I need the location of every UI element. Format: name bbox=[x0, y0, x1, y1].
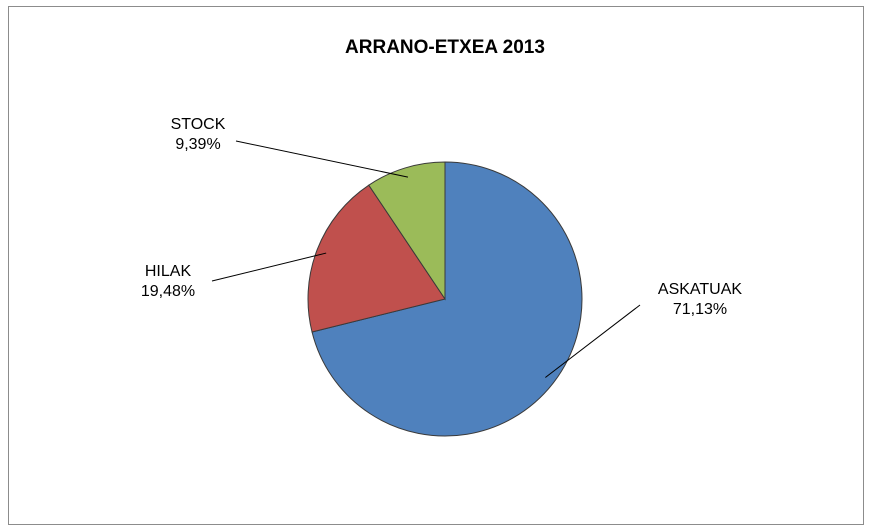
slice-label-hilak: HILAK bbox=[145, 263, 192, 280]
leader-lines bbox=[211, 140, 641, 378]
leader-line-askatuak bbox=[545, 304, 641, 378]
leader-line-hilak bbox=[211, 252, 327, 282]
pie-slice-askatuak bbox=[311, 161, 583, 437]
leader-line-stock bbox=[235, 140, 409, 178]
slice-value-label-askatuak: 71,13% bbox=[673, 301, 727, 318]
pie-slices bbox=[307, 161, 583, 437]
slice-value-label-hilak: 19,48% bbox=[141, 283, 195, 300]
pie-slice-hilak bbox=[307, 184, 446, 333]
pie-slice-stock bbox=[368, 161, 446, 301]
slice-label-askatuak: ASKATUAK bbox=[658, 281, 743, 298]
slice-value-label-stock: 9,39% bbox=[175, 136, 220, 153]
slice-label-stock: STOCK bbox=[171, 116, 226, 133]
chart-title: ARRANO-ETXEA 2013 bbox=[345, 37, 545, 58]
slice-labels: ASKATUAK 71,13% HILAK 19,48% STOCK 9,39% bbox=[141, 116, 743, 318]
